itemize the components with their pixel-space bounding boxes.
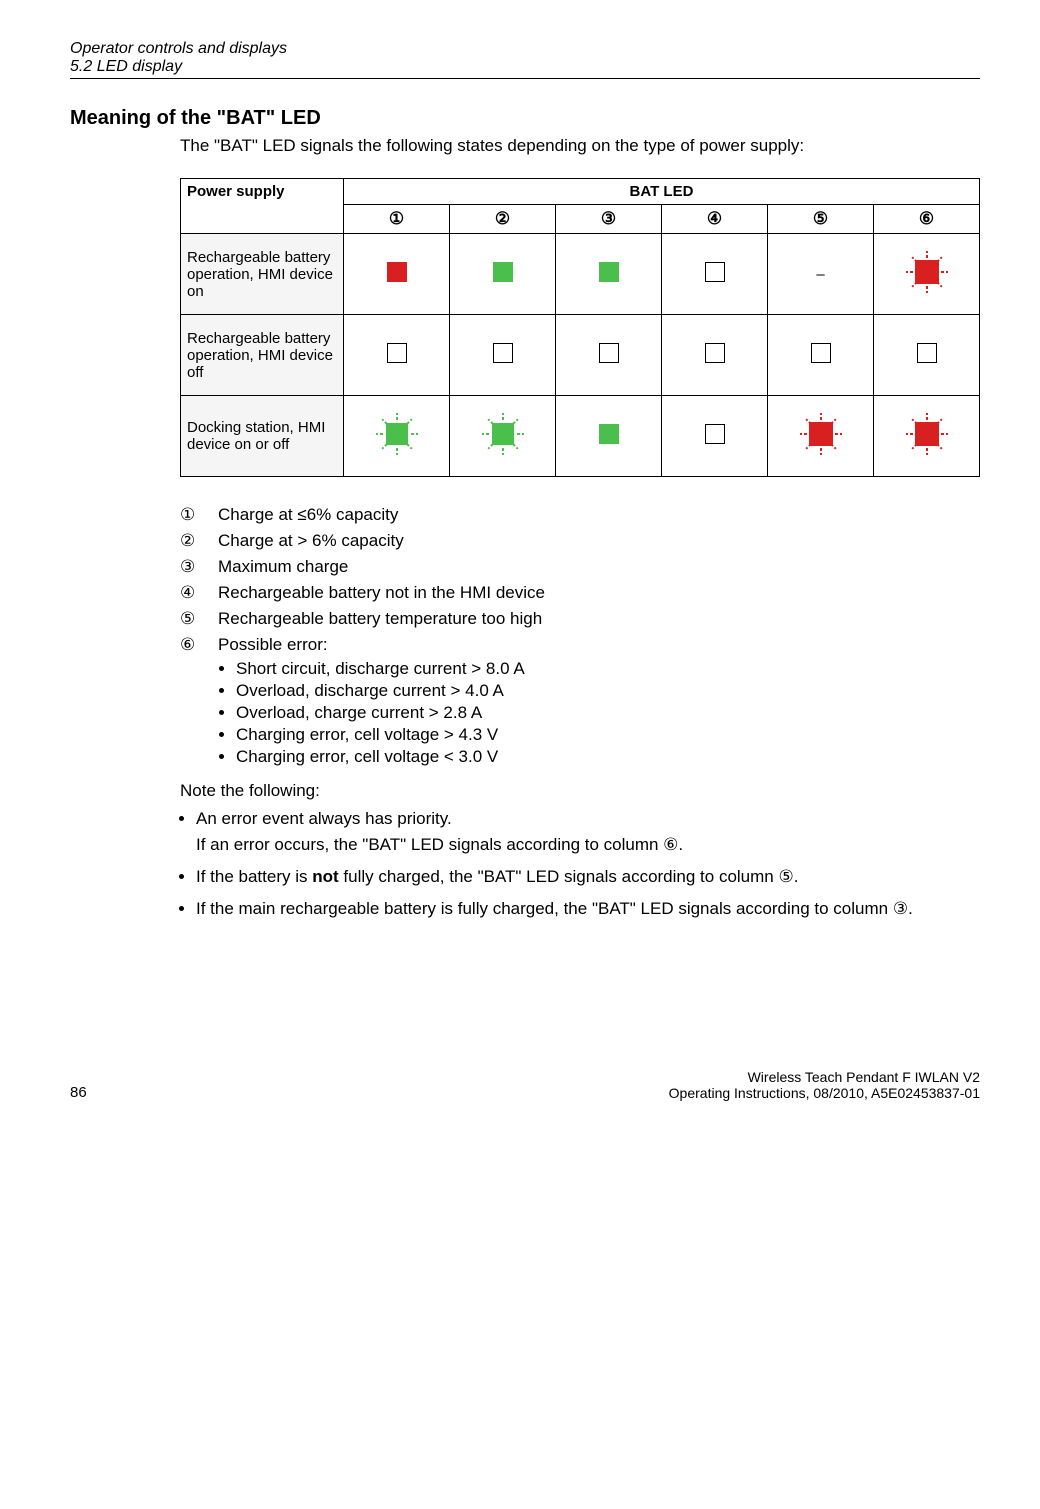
row-label: Docking station, HMI device on or off (181, 396, 344, 477)
legend-text: Rechargeable battery temperature too hig… (218, 609, 980, 629)
led-cell (768, 315, 874, 396)
led-cell (662, 234, 768, 315)
col-num-2: ② (450, 205, 556, 234)
table-row: Rechargeable battery operation, HMI devi… (181, 315, 980, 396)
legend-num: ⑥ (180, 635, 218, 655)
col-num-6: ⑥ (874, 205, 980, 234)
led-cell: – (768, 234, 874, 315)
header-left: Operator controls and displays 5.2 LED d… (70, 40, 287, 76)
led-flash-red-icon (905, 250, 949, 294)
legend-num: ④ (180, 583, 218, 603)
legend-bullet: Short circuit, discharge current > 8.0 A (236, 659, 980, 679)
row-label: Rechargeable battery operation, HMI devi… (181, 315, 344, 396)
page-number: 86 (70, 1084, 87, 1101)
col-num-1: ① (344, 205, 450, 234)
led-flash-red-icon (905, 412, 949, 456)
section-heading: Meaning of the "BAT" LED (70, 107, 980, 130)
led-cell (662, 396, 768, 477)
legend-num: ① (180, 505, 218, 525)
legend-num: ⑤ (180, 609, 218, 629)
note-item: If the main rechargeable battery is full… (196, 899, 980, 919)
notes-list: An error event always has priority.If an… (196, 809, 980, 919)
col-bat-led: BAT LED (344, 179, 980, 205)
led-cell (344, 396, 450, 477)
led-off-icon (481, 331, 525, 375)
led-cell (662, 315, 768, 396)
led-cell (768, 396, 874, 477)
legend-text: Charge at ≤6% capacity (218, 505, 980, 525)
led-flash-green-icon (375, 412, 419, 456)
bat-led-table: Power supply BAT LED ①②③④⑤⑥ Rechargeable… (180, 178, 980, 477)
led-cell (556, 315, 662, 396)
led-flash-red-icon (799, 412, 843, 456)
footer-line2: Operating Instructions, 08/2010, A5E0245… (669, 1085, 980, 1101)
page-footer: 86 Wireless Teach Pendant F IWLAN V2 Ope… (70, 1069, 980, 1101)
legend-item: ②Charge at > 6% capacity (180, 531, 980, 551)
col-num-5: ⑤ (768, 205, 874, 234)
col-num-3: ③ (556, 205, 662, 234)
legend-item: ①Charge at ≤6% capacity (180, 505, 980, 525)
legend-bullet: Overload, discharge current > 4.0 A (236, 681, 980, 701)
table-row: Docking station, HMI device on or off (181, 396, 980, 477)
col-num-4: ④ (662, 205, 768, 234)
notes-block: Note the following: An error event alway… (180, 781, 980, 919)
led-off-icon (799, 331, 843, 375)
note-item: An error event always has priority.If an… (196, 809, 980, 855)
legend-num: ② (180, 531, 218, 551)
led-solid-green-icon (587, 412, 631, 456)
led-off-icon (693, 331, 737, 375)
legend-text: Rechargeable battery not in the HMI devi… (218, 583, 980, 603)
col-power-supply: Power supply (181, 179, 344, 234)
led-cell (556, 396, 662, 477)
row-label: Rechargeable battery operation, HMI devi… (181, 234, 344, 315)
header-chapter: Operator controls and displays (70, 40, 287, 57)
led-cell (874, 315, 980, 396)
legend-bullet: Charging error, cell voltage < 3.0 V (236, 747, 980, 767)
led-solid-green-icon (587, 250, 631, 294)
header-section: 5.2 LED display (70, 58, 182, 75)
legend-num: ③ (180, 557, 218, 577)
legend-text: Charge at > 6% capacity (218, 531, 980, 551)
legend-bullet: Charging error, cell voltage > 4.3 V (236, 725, 980, 745)
led-cell (556, 234, 662, 315)
led-off-icon (693, 412, 737, 456)
section-intro: The "BAT" LED signals the following stat… (180, 136, 980, 156)
led-cell (344, 234, 450, 315)
page: Operator controls and displays 5.2 LED d… (0, 0, 1040, 1131)
page-header: Operator controls and displays 5.2 LED d… (70, 40, 980, 79)
legend-bullet: Overload, charge current > 2.8 A (236, 703, 980, 723)
led-off-icon (375, 331, 419, 375)
legend-text: Maximum charge (218, 557, 980, 577)
legend-item: ⑤Rechargeable battery temperature too hi… (180, 609, 980, 629)
led-solid-green-icon (481, 250, 525, 294)
led-flash-green-icon (481, 412, 525, 456)
footer-line1: Wireless Teach Pendant F IWLAN V2 (669, 1069, 980, 1085)
led-cell (874, 396, 980, 477)
led-cell (450, 234, 556, 315)
note-sub: If an error occurs, the "BAT" LED signal… (196, 835, 980, 855)
legend-item: ④Rechargeable battery not in the HMI dev… (180, 583, 980, 603)
table-row: Rechargeable battery operation, HMI devi… (181, 234, 980, 315)
led-cell (450, 315, 556, 396)
led-cell (874, 234, 980, 315)
led-off-icon (693, 250, 737, 294)
note-item: If the battery is not fully charged, the… (196, 867, 980, 887)
legend: ①Charge at ≤6% capacity②Charge at > 6% c… (180, 505, 980, 771)
led-off-icon (905, 331, 949, 375)
footer-right: Wireless Teach Pendant F IWLAN V2 Operat… (669, 1069, 980, 1101)
led-solid-red-icon (375, 250, 419, 294)
legend-item: ③Maximum charge (180, 557, 980, 577)
notes-intro: Note the following: (180, 781, 980, 801)
led-cell (344, 315, 450, 396)
legend-text: Possible error:Short circuit, discharge … (218, 635, 980, 771)
legend-item: ⑥Possible error:Short circuit, discharge… (180, 635, 980, 771)
led-off-icon (587, 331, 631, 375)
led-cell (450, 396, 556, 477)
